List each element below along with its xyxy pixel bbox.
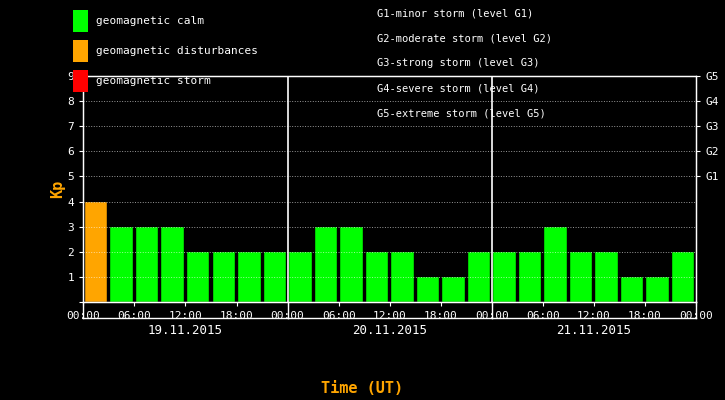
Bar bbox=[621, 277, 643, 302]
Text: G3-strong storm (level G3): G3-strong storm (level G3) bbox=[377, 58, 539, 68]
Text: G5-extreme storm (level G5): G5-extreme storm (level G5) bbox=[377, 108, 546, 118]
Bar bbox=[595, 252, 618, 302]
Text: G1-minor storm (level G1): G1-minor storm (level G1) bbox=[377, 9, 534, 19]
Bar bbox=[187, 252, 210, 302]
Bar bbox=[365, 252, 388, 302]
Text: geomagnetic storm: geomagnetic storm bbox=[96, 76, 210, 86]
Bar bbox=[570, 252, 592, 302]
Bar bbox=[468, 252, 490, 302]
Bar bbox=[162, 227, 184, 302]
Text: 19.11.2015: 19.11.2015 bbox=[148, 324, 223, 337]
Bar bbox=[85, 202, 107, 302]
Text: geomagnetic disturbances: geomagnetic disturbances bbox=[96, 46, 257, 56]
Y-axis label: Kp: Kp bbox=[50, 180, 65, 198]
Bar bbox=[647, 277, 669, 302]
Bar bbox=[264, 252, 286, 302]
Bar bbox=[289, 252, 312, 302]
Bar bbox=[519, 252, 542, 302]
Bar bbox=[392, 252, 414, 302]
Bar bbox=[544, 227, 567, 302]
Text: geomagnetic calm: geomagnetic calm bbox=[96, 16, 204, 26]
Bar bbox=[442, 277, 465, 302]
Bar bbox=[672, 252, 695, 302]
Bar bbox=[417, 277, 439, 302]
Text: G4-severe storm (level G4): G4-severe storm (level G4) bbox=[377, 83, 539, 93]
Bar bbox=[340, 227, 362, 302]
Bar bbox=[136, 227, 159, 302]
Bar bbox=[238, 252, 260, 302]
Bar bbox=[315, 227, 337, 302]
Text: G2-moderate storm (level G2): G2-moderate storm (level G2) bbox=[377, 34, 552, 44]
Text: 21.11.2015: 21.11.2015 bbox=[556, 324, 631, 337]
Bar bbox=[493, 252, 515, 302]
Text: 20.11.2015: 20.11.2015 bbox=[352, 324, 427, 337]
Bar bbox=[110, 227, 133, 302]
Text: Time (UT): Time (UT) bbox=[321, 381, 404, 396]
Bar bbox=[212, 252, 235, 302]
